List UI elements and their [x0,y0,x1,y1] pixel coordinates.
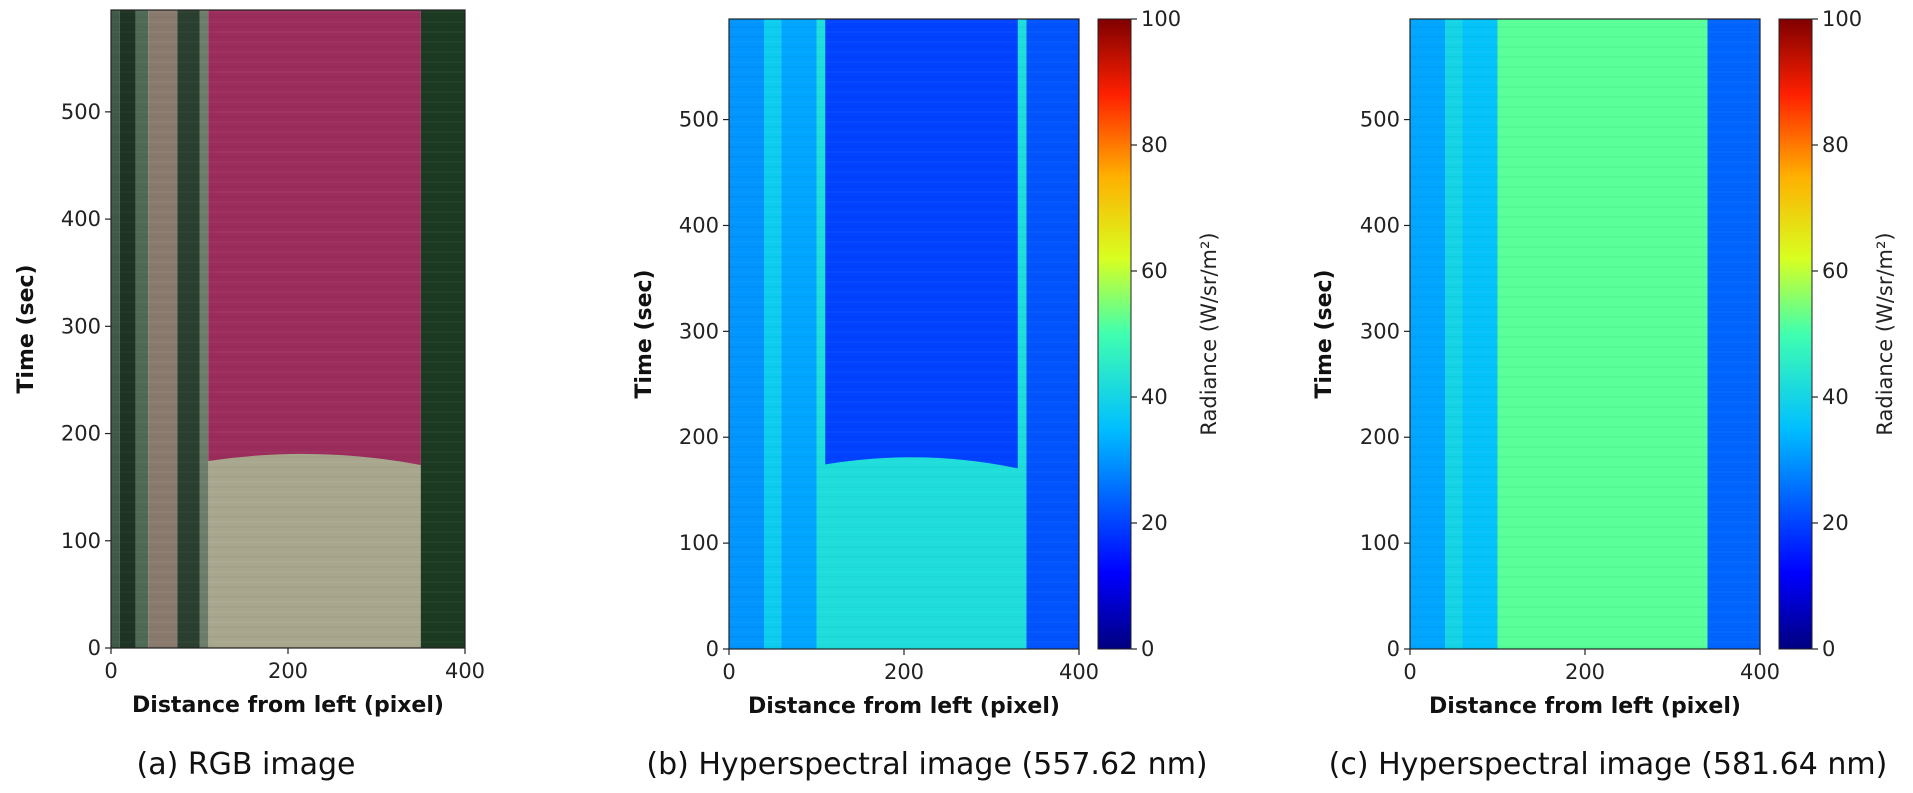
colorbar-tick-label: 0 [1141,637,1154,661]
panel-b-colorbar-ticks: 0 20 40 60 80 100 [1131,7,1181,661]
x-tick-label: 200 [884,660,924,684]
y-tick-label: 200 [679,425,719,449]
y-tick-label: 100 [679,531,719,555]
y-tick-label: 500 [1360,108,1400,132]
y-tick-label: 500 [61,100,101,124]
panel-b-image [729,19,1079,649]
panel-c-caption: (c) Hyperspectral image (581.64 nm) [1329,747,1888,782]
y-tick-label: 400 [1360,213,1400,237]
colorbar-tick-label: 0 [1822,637,1835,661]
image-texture [1410,19,1760,649]
x-tick-label: 0 [1403,660,1416,684]
y-tick-label: 400 [61,207,101,231]
colorbar-tick-label: 80 [1822,133,1849,157]
image-texture [111,10,465,648]
image-texture [729,19,1079,649]
x-tick-label: 400 [1740,660,1780,684]
y-tick-label: 100 [61,529,101,553]
y-tick-label: 100 [1360,531,1400,555]
panel-c-xlabel: Distance from left (pixel) [1429,694,1741,719]
y-tick-label: 500 [679,108,719,132]
colorbar-tick-label: 20 [1141,511,1168,535]
colorbar-tick-label: 100 [1141,7,1181,31]
colorbar-tick-label: 60 [1822,259,1849,283]
panel-a: 0 200 400 0 100 200 300 400 500 Distance from l… [14,9,485,782]
panel-c-yticks: 0 100 200 300 400 500 [1360,108,1410,661]
x-tick-label: 0 [722,660,735,684]
panel-c-colorbar [1778,18,1813,650]
colorbar-tick-label: 40 [1141,385,1168,409]
colorbar-tick-label: 80 [1141,133,1168,157]
colorbar-tick-label: 20 [1822,511,1849,535]
y-tick-label: 300 [1360,319,1400,343]
panel-b-xticks: 0 200 400 [722,649,1099,684]
panel-a-xticks: 0 200 400 [104,648,485,683]
y-tick-label: 0 [1387,637,1400,661]
panel-b-yticks: 0 100 200 300 400 500 [679,108,729,661]
y-tick-label: 300 [679,319,719,343]
x-tick-label: 0 [104,659,117,683]
panel-c-image [1410,19,1760,649]
panel-b-colorbar-label: Radiance (W/sr/m²) [1197,232,1221,435]
colorbar-tick-label: 60 [1141,259,1168,283]
panel-c-colorbar-label: Radiance (W/sr/m²) [1873,232,1897,435]
x-tick-label: 200 [268,659,308,683]
panel-a-caption: (a) RGB image [137,747,356,782]
y-tick-label: 300 [61,314,101,338]
panel-a-ylabel: Time (sec) [14,264,39,393]
x-tick-label: 400 [1059,660,1099,684]
panel-b-ylabel: Time (sec) [632,269,657,398]
y-tick-label: 200 [61,422,101,446]
panel-a-xlabel: Distance from left (pixel) [132,693,444,718]
y-tick-label: 200 [1360,425,1400,449]
y-tick-label: 400 [679,213,719,237]
panel-b-xlabel: Distance from left (pixel) [748,694,1060,719]
panel-c-colorbar-ticks: 0 20 40 60 80 100 [1812,7,1862,661]
colorbar-tick-label: 40 [1822,385,1849,409]
y-tick-label: 0 [88,636,101,660]
panel-c-ylabel: Time (sec) [1312,269,1337,398]
panel-b-colorbar [1097,18,1132,650]
panel-c-xticks: 0 200 400 [1403,649,1780,684]
x-tick-label: 200 [1565,660,1605,684]
panel-b-caption: (b) Hyperspectral image (557.62 nm) [646,747,1207,782]
x-tick-label: 400 [445,659,485,683]
panel-a-image [111,10,465,648]
panel-a-yticks: 0 100 200 300 400 500 [61,100,111,660]
colorbar-tick-label: 100 [1822,7,1862,31]
y-tick-label: 0 [706,637,719,661]
